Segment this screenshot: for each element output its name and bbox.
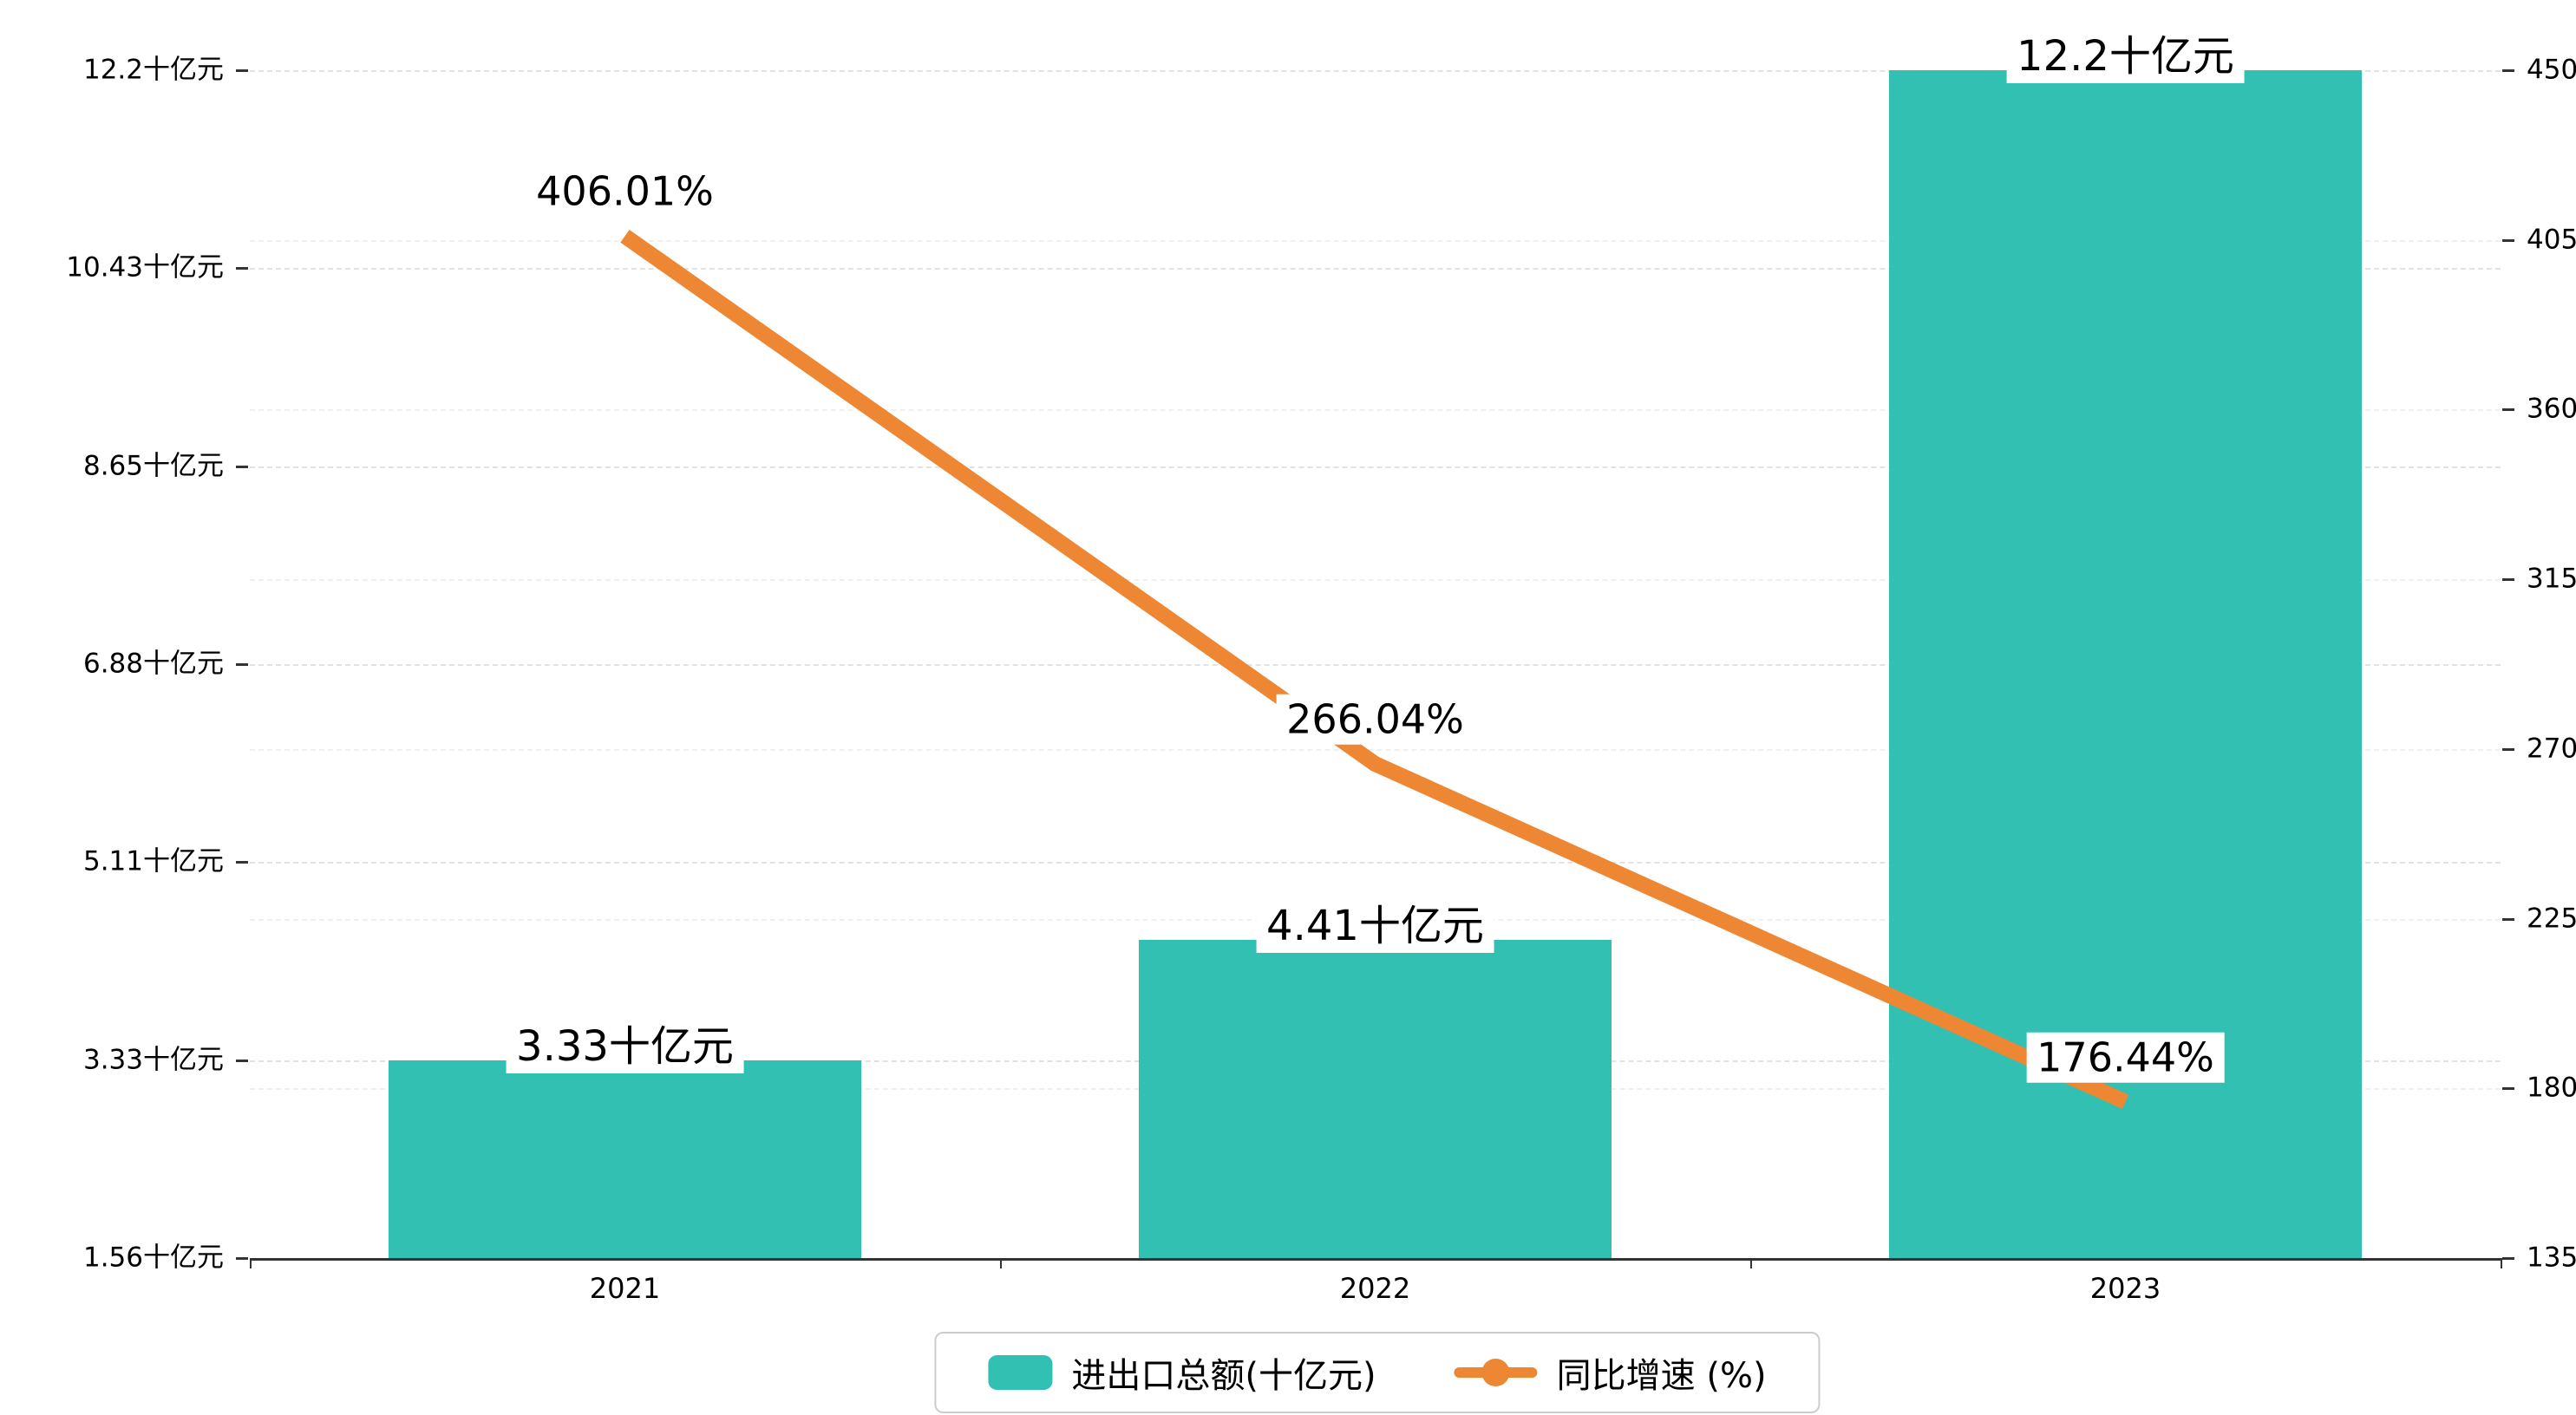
right-axis-tick bbox=[2502, 69, 2514, 72]
line-value-label: 406.01% bbox=[526, 166, 724, 218]
legend-label-line-series: 同比增速 (%) bbox=[1556, 1356, 1767, 1396]
left-axis-tick bbox=[236, 466, 248, 469]
right-axis-tick bbox=[2502, 1087, 2514, 1091]
right-axis-tick bbox=[2502, 747, 2514, 751]
bar bbox=[389, 1060, 861, 1258]
x-axis-line bbox=[250, 1258, 2501, 1261]
left-axis-label: 6.88十亿元 bbox=[82, 648, 224, 680]
bar-value-label: 12.2十亿元 bbox=[2006, 30, 2245, 83]
x-axis-category-label: 2021 bbox=[589, 1272, 661, 1305]
x-axis-category-label: 2022 bbox=[1339, 1272, 1411, 1305]
right-axis-tick bbox=[2502, 578, 2514, 582]
gridline bbox=[250, 579, 2501, 582]
x-axis-tick bbox=[1750, 1258, 1752, 1268]
x-axis-tick bbox=[1000, 1258, 1002, 1268]
gridline bbox=[250, 861, 2501, 864]
bar-series-swatch-icon bbox=[988, 1355, 1053, 1390]
legend-item-bar-series[interactable]: 进出口总额(十亿元) bbox=[988, 1347, 1376, 1398]
left-axis-label: 8.65十亿元 bbox=[82, 450, 224, 482]
line-value-label: 266.04% bbox=[1276, 694, 1474, 746]
right-axis-label: 405 bbox=[2527, 224, 2576, 256]
left-axis-tick bbox=[236, 1060, 248, 1063]
gridline bbox=[250, 466, 2501, 469]
right-axis-label: 450 bbox=[2527, 54, 2576, 86]
right-axis-tick bbox=[2502, 1257, 2514, 1260]
left-axis-tick bbox=[236, 69, 248, 72]
left-axis-tick bbox=[236, 266, 248, 270]
right-axis-label: 315 bbox=[2527, 563, 2576, 595]
x-axis-category-label: 2023 bbox=[2089, 1272, 2161, 1305]
left-axis-label: 1.56十亿元 bbox=[82, 1242, 224, 1274]
line-value-label: 176.44% bbox=[2026, 1032, 2225, 1083]
left-axis-label: 10.43十亿元 bbox=[66, 251, 224, 284]
line-series-swatch-icon bbox=[1454, 1359, 1538, 1386]
bar-value-label: 3.33十亿元 bbox=[506, 1020, 744, 1073]
right-axis-label: 180 bbox=[2527, 1072, 2576, 1104]
right-axis-label: 225 bbox=[2527, 903, 2576, 935]
right-axis-label: 135 bbox=[2527, 1242, 2576, 1274]
legend-item-line-series[interactable]: 同比增速 (%) bbox=[1454, 1347, 1767, 1398]
left-axis-tick bbox=[236, 1257, 248, 1260]
gridline bbox=[250, 267, 2501, 270]
gridline bbox=[250, 239, 2501, 242]
gridline bbox=[250, 664, 2501, 666]
gridline bbox=[250, 409, 2501, 412]
left-axis-label: 12.2十亿元 bbox=[82, 54, 224, 86]
line-series-dot-icon bbox=[1481, 1359, 1510, 1386]
left-axis-tick bbox=[236, 860, 248, 864]
legend-label-bar-series: 进出口总额(十亿元) bbox=[1071, 1356, 1376, 1396]
bar bbox=[1139, 940, 1612, 1258]
legend: 进出口总额(十亿元) 同比增速 (%) bbox=[934, 1332, 1821, 1413]
left-axis-label: 3.33十亿元 bbox=[82, 1044, 224, 1076]
bar-value-label: 4.41十亿元 bbox=[1256, 900, 1494, 953]
right-axis-label: 360 bbox=[2527, 393, 2576, 425]
left-axis-tick bbox=[236, 663, 248, 666]
x-axis-tick bbox=[2501, 1258, 2502, 1268]
right-axis-tick bbox=[2502, 917, 2514, 921]
right-axis-tick bbox=[2502, 408, 2514, 412]
x-axis-tick bbox=[250, 1258, 252, 1268]
gridline bbox=[250, 70, 2501, 72]
gridline bbox=[250, 748, 2501, 751]
left-axis-label: 5.11十亿元 bbox=[82, 845, 224, 877]
right-axis-label: 270 bbox=[2527, 733, 2576, 765]
right-axis-tick bbox=[2502, 238, 2514, 242]
